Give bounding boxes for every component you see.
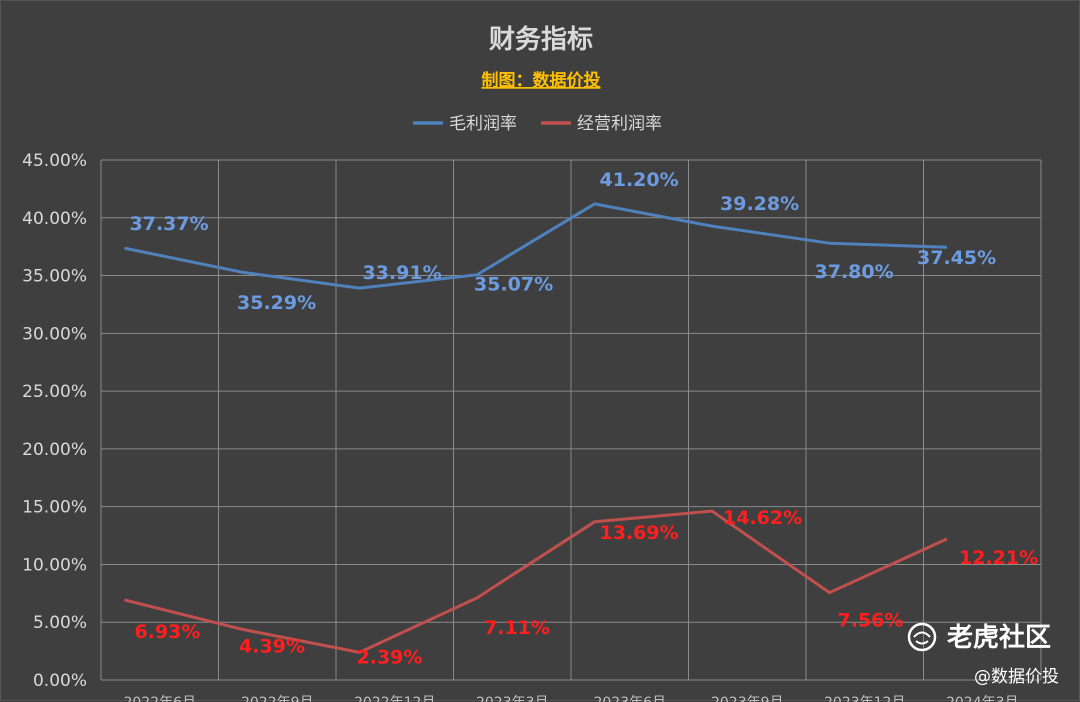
x-tick-label: 2022年9月 bbox=[241, 695, 314, 702]
x-tick-label: 2022年12月 bbox=[354, 695, 435, 702]
data-label: 4.39% bbox=[239, 635, 305, 657]
x-axis: 2022年6月 2022年9月 2022年12月 2023年3月 2023年6月 2023… bbox=[123, 695, 1018, 702]
watermark: 老虎社区 @数据价投 bbox=[907, 622, 1059, 687]
data-label: 12.21% bbox=[959, 547, 1038, 569]
y-tick-label: 40.00% bbox=[22, 209, 87, 229]
watermark-handle: @数据价投 bbox=[974, 667, 1059, 687]
data-label: 37.45% bbox=[917, 247, 996, 269]
series-line-2 bbox=[124, 509, 948, 654]
legend-label: 毛利润率 bbox=[449, 114, 517, 134]
x-tick-label: 2023年12月 bbox=[824, 695, 905, 702]
y-tick-label: 45.00% bbox=[22, 151, 87, 171]
chart-legend: 毛利润率 经营利润率 bbox=[413, 114, 662, 134]
data-label: 6.93% bbox=[135, 621, 201, 643]
data-label: 7.11% bbox=[484, 617, 550, 639]
tiger-logo-mark bbox=[913, 631, 931, 645]
chart-grid bbox=[100, 159, 1042, 681]
data-label: 7.56% bbox=[838, 610, 904, 632]
legend-label: 经营利润率 bbox=[577, 114, 662, 134]
data-label: 2.39% bbox=[357, 646, 423, 668]
data-label: 37.37% bbox=[130, 213, 209, 235]
y-tick-label: 20.00% bbox=[22, 440, 87, 460]
y-tick-label: 10.00% bbox=[22, 555, 87, 575]
x-tick-label: 2023年3月 bbox=[476, 695, 549, 702]
series-line-1 bbox=[124, 202, 948, 290]
data-label: 13.69% bbox=[600, 522, 679, 544]
y-tick-label: 5.00% bbox=[33, 613, 87, 633]
y-tick-label: 0.00% bbox=[33, 671, 87, 691]
x-tick-label: 2022年6月 bbox=[123, 695, 196, 702]
x-tick-label: 2023年9月 bbox=[711, 695, 784, 702]
chart-subtitle: 制图：数据价投 bbox=[482, 70, 601, 91]
data-label: 35.07% bbox=[474, 274, 553, 296]
data-label: 41.20% bbox=[600, 169, 679, 191]
data-label: 37.80% bbox=[815, 261, 894, 283]
data-label: 14.62% bbox=[723, 507, 802, 529]
data-labels: 37.37% 35.29% 33.91% 35.07% 41.20% 39.28% 37.8… bbox=[130, 169, 1039, 668]
y-tick-label: 25.00% bbox=[22, 382, 87, 402]
y-axis: 0.00% 5.00% 10.00% 15.00% 20.00% 25.00% 30.00%… bbox=[22, 151, 87, 691]
tiger-logo-icon bbox=[907, 622, 937, 652]
watermark-brand: 老虎社区 bbox=[947, 622, 1051, 653]
chart-series bbox=[124, 202, 948, 654]
x-tick-label: 2023年6月 bbox=[593, 695, 666, 702]
data-label: 39.28% bbox=[720, 193, 799, 215]
y-tick-label: 15.00% bbox=[22, 498, 87, 518]
data-label: 33.91% bbox=[363, 262, 442, 284]
chart-title: 财务指标 bbox=[489, 25, 593, 55]
y-tick-label: 35.00% bbox=[22, 267, 87, 287]
x-tick-label: 2024年3月 bbox=[946, 695, 1019, 702]
data-label: 35.29% bbox=[237, 292, 316, 314]
y-tick-label: 30.00% bbox=[22, 324, 87, 344]
